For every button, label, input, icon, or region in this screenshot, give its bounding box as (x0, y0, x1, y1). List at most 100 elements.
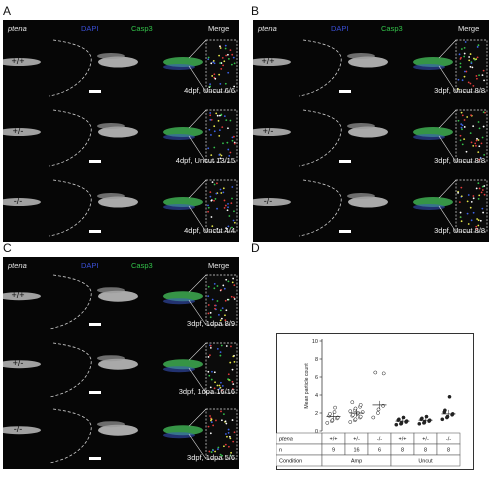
dapi-tissue-signal (3, 360, 41, 369)
table-genotype-cell: -/- (377, 437, 382, 443)
row-caption: 4dpf, Uncut 6/6 (184, 86, 235, 95)
y-tick-label: 6 (315, 375, 318, 381)
table-row-label: ptena (278, 437, 293, 443)
table-n-cell: 8 (447, 448, 450, 454)
panel-a-image-grid: ptena DAPI Casp3 Merge 4dpf, Uncut 6/6 4d… (3, 20, 239, 242)
fin-outline-dashed (48, 408, 92, 464)
panel-a-merge-header: Merge (208, 24, 230, 33)
panel-c-genotype-header: ptena (8, 261, 27, 270)
dapi-tissue-signal (253, 198, 291, 207)
data-point (371, 415, 376, 420)
group-table: ptena n Condition +/+ 9 +/- 16 -/- 6 +/+ 8 +/- 8 -/- 8… (276, 432, 461, 467)
data-point (348, 409, 353, 414)
scale-bar (339, 160, 351, 163)
fin-outline-dashed (48, 342, 92, 398)
data-point (397, 417, 401, 422)
y-tick-label: 10 (312, 339, 318, 345)
row-caption: 4dpf, Uncut 13/15 (175, 156, 235, 165)
data-point (333, 405, 337, 410)
genotype-label: -/- (13, 424, 23, 435)
scale-bar (339, 230, 351, 233)
zoom-inset (205, 39, 238, 93)
y-tick-label: 8 (315, 357, 318, 363)
panel-b-dapi-header: DAPI (331, 24, 349, 33)
dapi-tissue-signal (253, 128, 291, 137)
data-point (443, 408, 447, 413)
dapi-tissue-signal (3, 198, 41, 207)
table-n-cell: 8 (424, 448, 427, 454)
fin-outline-dashed (298, 179, 342, 237)
genotype-label: +/+ (261, 56, 275, 67)
casp3-tissue-signal (348, 126, 388, 138)
data-point (358, 403, 363, 407)
panel-b-micrographs (253, 39, 488, 237)
scale-bar (89, 391, 101, 394)
dapi-tissue-signal (253, 58, 291, 67)
casp3-tissue-signal (98, 56, 138, 68)
dapi-tissue-signal (3, 292, 41, 301)
zoom-inset (455, 39, 488, 93)
row-caption: 3dpf, 1dpa 8/9 (187, 319, 235, 328)
table-genotype-cell: +/+ (330, 437, 338, 443)
table-n-cell: 16 (353, 448, 359, 454)
genotype-label: +/+ (11, 290, 25, 301)
casp3-tissue-signal (98, 196, 138, 208)
y-tick-label: 2 (315, 411, 318, 417)
genotype-label: -/- (263, 196, 273, 207)
row-caption: 3dpf, Uncut 8/8 (434, 226, 485, 235)
panel-label-c: C (3, 241, 12, 255)
scale-bar (89, 230, 101, 233)
data-point (353, 417, 358, 422)
fin-outline-dashed (298, 39, 342, 97)
table-genotype-cell: +/+ (399, 437, 407, 443)
genotype-label: -/- (13, 196, 23, 207)
panel-b-merge-header: Merge (458, 24, 480, 33)
data-point (440, 417, 445, 422)
data-point (447, 394, 452, 399)
fin-outline-dashed (48, 274, 92, 330)
data-point (328, 412, 332, 416)
panel-a-genotype-header: ptena (8, 24, 27, 33)
scale-bar (89, 457, 101, 460)
table-row-label: Condition (279, 459, 302, 465)
row-caption: 3dpf, Uncut 8/8 (434, 156, 485, 165)
table-genotype-cell: -/- (446, 437, 451, 443)
data-point (350, 400, 355, 405)
y-axis-label: Mean particle count (304, 363, 310, 409)
table-genotype-cell: +/- (353, 437, 360, 443)
fin-outline-dashed (48, 179, 92, 237)
data-point (417, 421, 422, 426)
table-n-cell: 8 (401, 448, 404, 454)
casp3-tissue-signal (98, 424, 138, 436)
zoom-inset (205, 179, 238, 233)
zoom-inset (205, 342, 238, 394)
row-caption: 3dpf, 1dpa 16/16 (178, 387, 235, 396)
fin-outline-dashed (48, 39, 92, 97)
table-genotype-cell: +/- (422, 437, 429, 443)
data-point (358, 414, 363, 419)
row-caption: 3dpf, Uncut 8/8 (434, 86, 485, 95)
panel-b-genotype-header: ptena (258, 24, 277, 33)
casp3-tissue-signal (98, 358, 138, 370)
zoom-inset (455, 179, 488, 233)
data-point (348, 420, 353, 424)
casp3-tissue-signal (98, 290, 138, 302)
data-point (394, 422, 399, 427)
panel-label-b: B (251, 4, 260, 18)
panel-c-image-grid: ptena DAPI Casp3 Merge 3dpf, 1dpa 8/9 3dp… (3, 257, 239, 469)
scale-bar (89, 90, 101, 93)
scale-bar (339, 90, 351, 93)
panel-a-casp3-header: Casp3 (131, 24, 153, 33)
dapi-tissue-signal (3, 426, 41, 435)
data-point (325, 421, 330, 425)
casp3-tissue-signal (348, 196, 388, 208)
y-tick-label: 0 (315, 429, 318, 435)
panel-d-scatter-plot: 0 2 4 6 8 10 Mean particle count ptena n Conditio… (276, 339, 461, 467)
genotype-label: +/- (262, 126, 274, 137)
panel-c-casp3-header: Casp3 (131, 261, 153, 270)
panel-b-image-grid: ptena DAPI Casp3 Merge 3dpf, Uncut 8/8 3d… (253, 20, 489, 242)
panel-c-micrographs (3, 274, 238, 464)
scale-bar (89, 323, 101, 326)
genotype-label: +/+ (11, 56, 25, 67)
panel-a-dapi-header: DAPI (81, 24, 99, 33)
